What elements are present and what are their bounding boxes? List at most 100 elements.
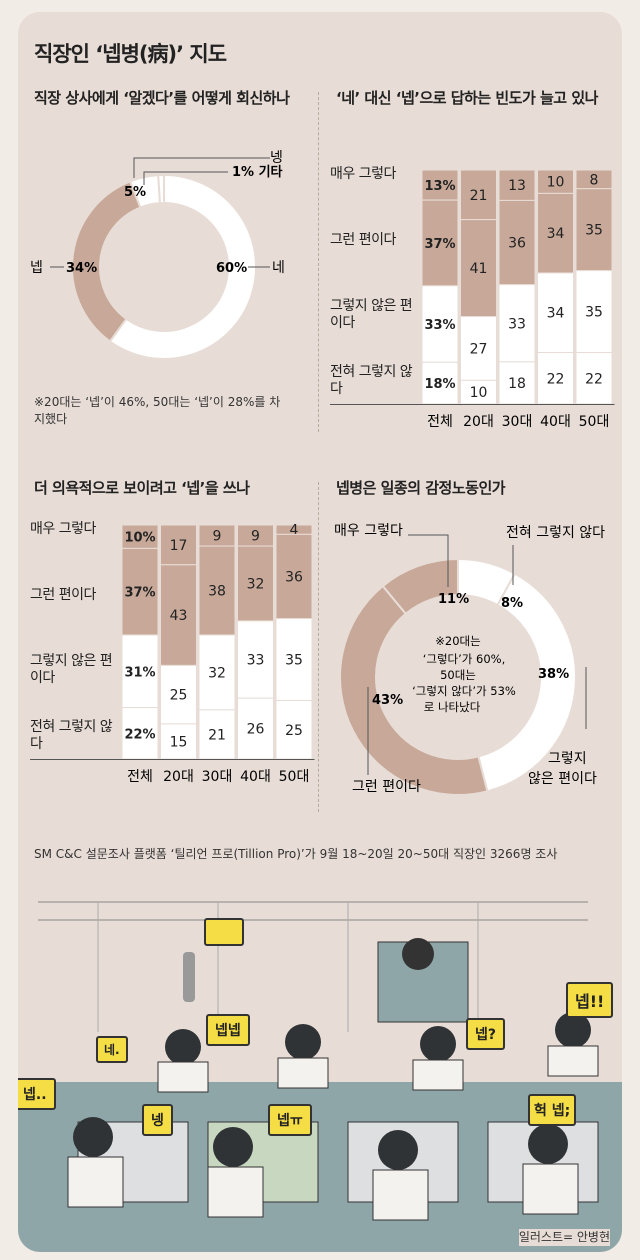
bar-value-label: 38	[208, 584, 226, 600]
chart3: 매우 그렇다 그런 편이다 그렇지 않은 편이다 전혀 그렇지 않다 10% 37…	[26, 517, 316, 787]
bar-segment	[121, 707, 159, 760]
category-label: 20대	[463, 414, 494, 430]
bar-segment	[575, 352, 613, 405]
chart1-subtitle: 직장 상사에게 ‘알겠다’를 어떻게 회신하나	[34, 89, 290, 107]
bar-segment	[575, 188, 613, 272]
bar-value-label: 26	[247, 722, 265, 738]
divider-bottom	[318, 482, 319, 812]
chart4-note: ※20대는 ‘그렇다’가 60%, 50대는 ‘그렇지 않다’가 53% 로 나…	[412, 634, 516, 714]
bar-segment	[275, 700, 313, 760]
bar-value-label: 10	[470, 385, 488, 401]
label-etc: 1% 기타	[232, 164, 283, 180]
bar-segment	[421, 199, 459, 287]
speech-bubble: 넵..	[18, 1078, 56, 1110]
bar-value-label: 37%	[424, 237, 455, 252]
pct-43: 43%	[372, 693, 403, 708]
page-title: 직장인 ‘넵병(病)’ 지도	[34, 42, 227, 66]
chart1-donut: 넹 1% 기타 네 넵 60% 34% 5%	[30, 150, 285, 360]
bar-value-label: 18%	[424, 377, 455, 392]
chart3-row-label: 매우 그렇다	[30, 521, 96, 537]
bar-value-label: 34	[547, 226, 565, 242]
chart2-row-label: 매우 그렇다	[330, 166, 396, 182]
bar-value-label: 41	[470, 261, 488, 277]
bar-value-label: 21	[208, 727, 226, 743]
chart4-donut: 매우 그렇다 전혀 그렇지 않다 그렇지 않은 편이다 그런 편이다 11% 8…	[334, 523, 605, 796]
bar-segment	[275, 618, 313, 701]
bar-value-label: 21	[470, 188, 488, 204]
bar-value-label: 15	[170, 734, 188, 750]
bar-value-label: 10	[547, 175, 565, 191]
bar-value-label: 33	[508, 316, 526, 332]
bar-value-label: 36	[285, 569, 303, 585]
bar-value-label: 22	[547, 371, 565, 387]
source-note: SM C&C 설문조사 플랫폼 ‘틸리언 프로(Tillion Pro)’가 9…	[34, 847, 558, 861]
bar-value-label: 27	[470, 341, 488, 357]
chart3-subtitle: 더 의욕적으로 보이려고 ‘넵’을 쓰나	[34, 479, 250, 497]
illustration-credit: 일러스트= 안병현	[518, 1229, 610, 1246]
label-not-much-2: 않은 편이다	[528, 771, 597, 787]
donut1-slices	[71, 173, 257, 360]
bar-segment	[198, 545, 236, 636]
bar-segment	[460, 316, 497, 381]
bar-value-label: 22	[585, 371, 603, 387]
divider-top	[318, 92, 319, 432]
category-label: 30대	[202, 769, 233, 785]
svg-text:‘그렇다’가 60%,: ‘그렇다’가 60%,	[423, 652, 506, 666]
bar-segment	[160, 524, 197, 566]
walking-person	[183, 952, 195, 1002]
chart2-row-label: 그렇지 않은 편이다	[330, 298, 413, 331]
office-scene	[18, 882, 622, 1252]
bar-segment	[198, 709, 236, 760]
leader-line-neng	[133, 157, 270, 178]
label-not-much-1: 그렇지	[548, 751, 587, 767]
bar-value-label: 32	[208, 665, 226, 681]
chart2-row-label: 그런 편이다	[330, 232, 396, 248]
bar-value-label: 9	[213, 529, 222, 545]
bar-segment	[537, 352, 574, 405]
bar-value-label: 34	[547, 306, 565, 322]
chart4-subtitle: 넵병은 일종의 감정노동인가	[336, 479, 506, 497]
label-ne: 네	[272, 260, 285, 276]
pct-5: 5%	[124, 185, 146, 200]
bar-segment	[460, 219, 497, 318]
bar-value-label: 8	[590, 172, 599, 188]
bar-segment	[121, 634, 159, 709]
bar-value-label: 22%	[124, 727, 155, 742]
label-nep: 넵	[30, 260, 43, 276]
leader-line-etc	[143, 171, 228, 185]
chart3-row-label: 그런 편이다	[30, 587, 96, 603]
label-somewhat: 그런 편이다	[352, 779, 421, 795]
bar-value-label: 10%	[124, 531, 155, 546]
bar-value-label: 32	[247, 577, 265, 593]
bar-segment	[498, 199, 536, 286]
bar-value-label: 37%	[124, 586, 155, 601]
category-label: 전체	[427, 414, 453, 430]
speech-bubble: 네.	[96, 1036, 128, 1063]
speech-bubble: 넵?	[466, 1018, 506, 1050]
label-very: 매우 그렇다	[334, 523, 403, 539]
speech-bubble: 넵넵	[206, 1014, 250, 1046]
pct-38: 38%	[538, 667, 569, 682]
speech-bubble: 넵ㅠ	[268, 1104, 312, 1136]
category-label: 40대	[540, 414, 571, 430]
bar-value-label: 25	[170, 688, 188, 704]
category-label: 20대	[163, 769, 194, 785]
chart2-row-label: 전혀 그렇지 않다	[330, 364, 413, 397]
bar-value-label: 25	[285, 723, 303, 739]
category-label: 50대	[279, 769, 310, 785]
bar-value-label: 13	[508, 178, 526, 194]
category-label: 30대	[502, 414, 533, 430]
empty-speech-bubble	[204, 918, 244, 946]
infographic-card: 직장인 ‘넵병(病)’ 지도 직장 상사에게 ‘알겠다’를 어떻게 회신하나 넹…	[18, 12, 622, 1252]
donut-slice-그런 편이다	[339, 584, 489, 796]
leader-line-very	[408, 534, 449, 587]
chart3-row-label: 전혀 그렇지 않다	[30, 719, 113, 752]
bar-segment	[575, 270, 613, 354]
speech-bubble: 헉 넵;	[528, 1094, 577, 1126]
chart2-svg: 13% 37% 33% 18% 전체 21 41 27 10 20대 13 36 33 18 30대 10 34…	[330, 169, 615, 430]
svg-text:로 나타났다: 로 나타났다	[424, 700, 481, 714]
bar-value-label: 35	[585, 223, 603, 239]
chart1-note: ※20대는 ‘넵’이 46%, 50대는 ‘넵’이 28%를 차지했다	[34, 395, 281, 426]
pct-8: 8%	[501, 596, 523, 611]
bar-value-label: 35	[585, 305, 603, 321]
